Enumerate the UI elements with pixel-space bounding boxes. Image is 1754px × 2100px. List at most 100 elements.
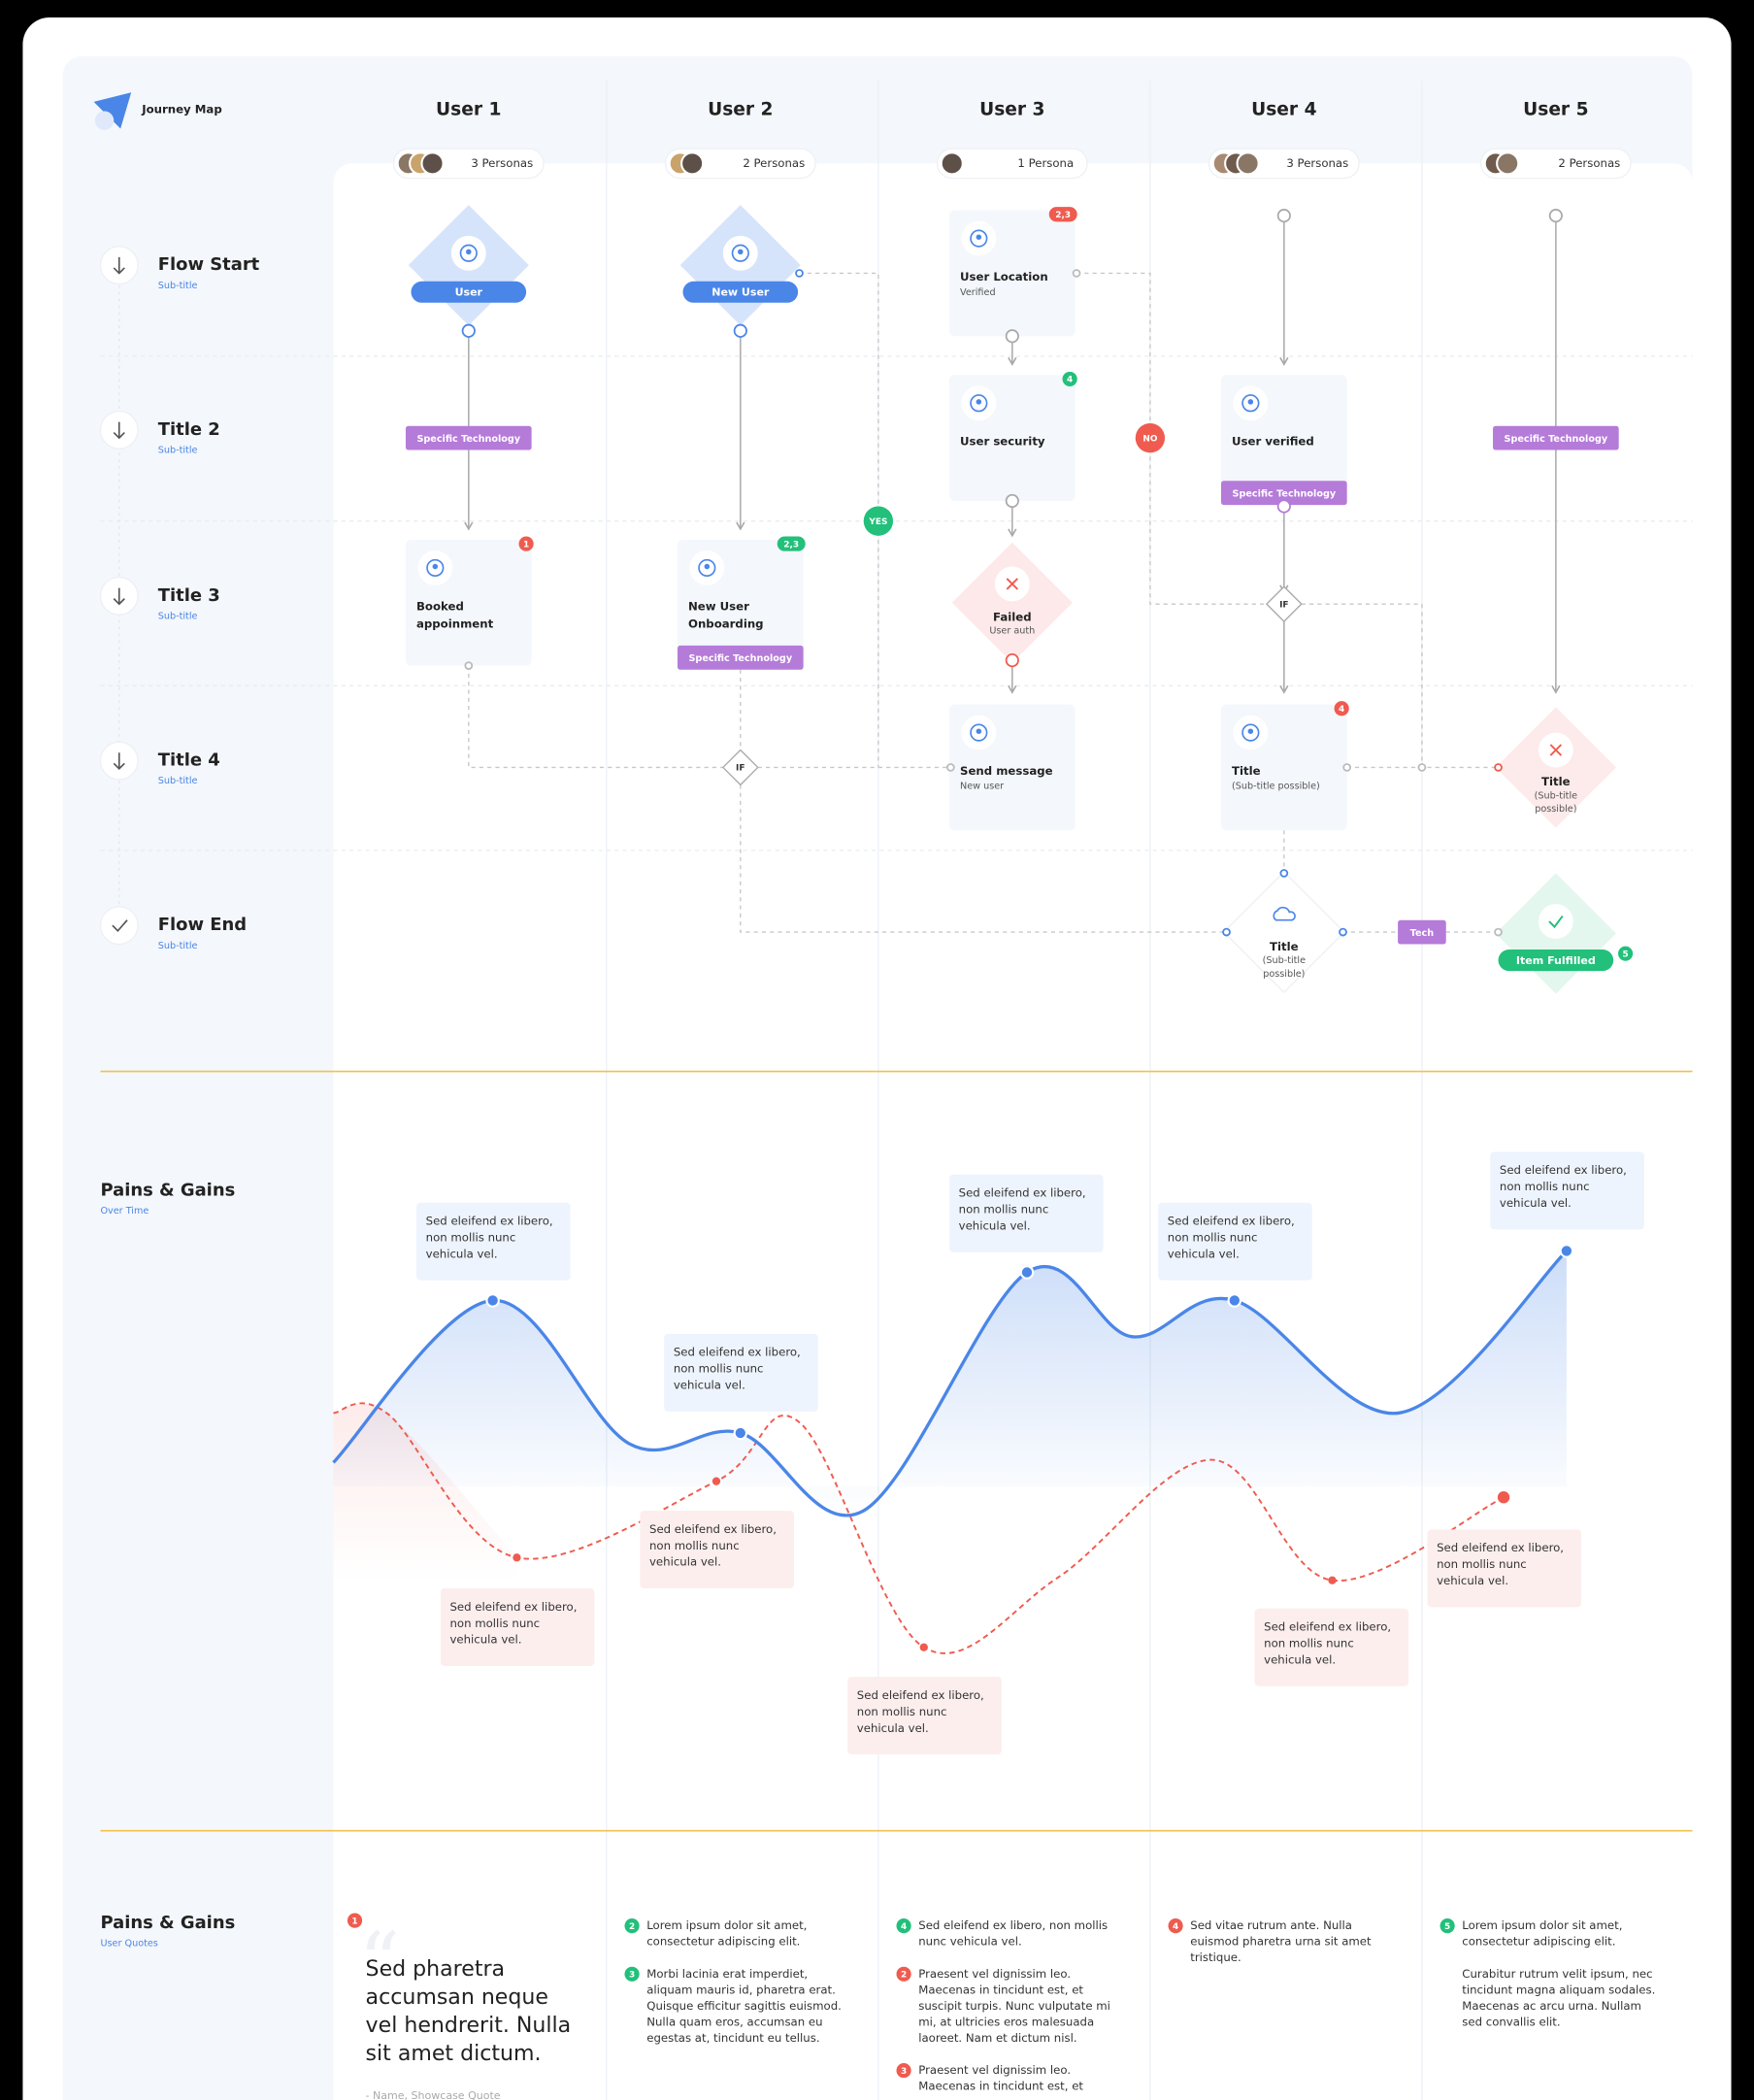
callout xyxy=(847,1677,1002,1755)
port xyxy=(1279,869,1289,878)
logo-text: Journey Map xyxy=(141,103,222,117)
quote-text: vel hendrerit. Nulla xyxy=(366,2014,572,2038)
canvas-fill xyxy=(333,187,374,2100)
row-title: Title 3 xyxy=(158,585,220,606)
row-subtitle: Sub-title xyxy=(158,446,198,456)
icon xyxy=(970,723,988,742)
persona-count: 1 Persona xyxy=(1017,156,1074,170)
callout-text: vehicula vel. xyxy=(857,1721,929,1735)
decision-label: IF xyxy=(1279,600,1288,610)
decision-label: IF xyxy=(736,764,745,774)
pain-point xyxy=(513,1553,521,1562)
node-sublabel: possible) xyxy=(1263,969,1305,980)
port xyxy=(1494,927,1503,937)
user-name: User 4 xyxy=(1251,100,1316,120)
quote-item-text: Lorem ipsum dolor sit amet, xyxy=(1462,1918,1622,1932)
callout-text: Sed eleifend ex libero, xyxy=(674,1346,801,1359)
pain-point xyxy=(919,1643,928,1651)
quote-item-text: Quisque efficitur sagittis euismod. xyxy=(646,1999,842,2013)
row-check xyxy=(112,919,128,932)
node-label: User xyxy=(455,285,483,298)
pain-point xyxy=(1497,1491,1510,1504)
callout-text: non mollis nunc xyxy=(1264,1636,1354,1650)
node-label: User security xyxy=(960,435,1045,449)
tag xyxy=(1398,919,1446,945)
node-pill xyxy=(682,281,799,303)
tag xyxy=(1493,425,1619,450)
badge-text: 2 xyxy=(901,1970,907,1980)
port xyxy=(1276,209,1291,223)
quote-item-text: mi, at ultricies eros malesuada xyxy=(918,2015,1094,2028)
quote-mark: “ xyxy=(359,1915,400,2009)
node-label: Onboarding xyxy=(688,617,764,630)
callout xyxy=(1427,1529,1582,1608)
logo-ball xyxy=(94,111,115,130)
badge xyxy=(1062,371,1077,387)
badge xyxy=(1617,946,1634,961)
port xyxy=(1005,652,1019,668)
icon-dot xyxy=(466,249,472,255)
row-subtitle: Sub-title xyxy=(158,941,198,951)
callout-text: non mollis nunc xyxy=(1168,1231,1258,1245)
quote-text: Sed pharetra xyxy=(366,1957,506,1982)
quote-item-text: Maecenas in tincidunt est, et xyxy=(918,1983,1083,1996)
row-subtitle: Sub-title xyxy=(158,612,198,622)
callout-text: Sed eleifend ex libero, xyxy=(1264,1620,1391,1634)
node-label: appoinment xyxy=(416,617,494,630)
persona-count: 3 Personas xyxy=(471,156,533,170)
persona-pill xyxy=(936,148,1088,180)
quote-item-text: nunc vehicula vel. xyxy=(918,1935,1021,1949)
gain-point xyxy=(485,1293,500,1308)
callout-text: vehicula vel. xyxy=(1437,1574,1508,1587)
tag xyxy=(405,425,532,450)
item-badge xyxy=(896,2063,911,2079)
user-name: User 1 xyxy=(436,100,501,120)
avatar xyxy=(940,151,964,176)
node-pill xyxy=(1498,950,1614,972)
node-label: User Location xyxy=(960,270,1048,283)
node-label: New User xyxy=(688,599,749,613)
node-sublabel: (Sub-title possible) xyxy=(1232,782,1320,792)
row-icon xyxy=(99,906,139,946)
icon-dot xyxy=(704,563,711,570)
callout-text: Sed eleifend ex libero, xyxy=(449,1600,577,1614)
icon xyxy=(426,558,445,578)
row-subtitle: Sub-title xyxy=(158,776,198,786)
quote-item-text: Praesent vel dignissim leo. xyxy=(918,1967,1071,1981)
badge xyxy=(777,536,806,551)
user-name: User 3 xyxy=(979,100,1044,120)
icon-bg xyxy=(1538,904,1573,940)
callout xyxy=(415,1202,571,1281)
node-label: Title xyxy=(1270,940,1299,953)
icon xyxy=(731,244,749,262)
callout xyxy=(1158,1202,1312,1281)
pain-curve xyxy=(333,1402,1505,1654)
quote-item-text: consectetur adipiscing elit. xyxy=(1462,1935,1615,1949)
node-label: Booked xyxy=(416,599,464,613)
section-subtitle: User Quotes xyxy=(100,1939,157,1950)
quote-item-text: Maecenas ac arcu urna. Nullam xyxy=(1462,1999,1641,2013)
callout-text: Sed eleifend ex libero, xyxy=(649,1522,777,1536)
quote-item-text: tristique. xyxy=(1190,1950,1241,1964)
item-badge xyxy=(1440,1918,1455,1934)
diamond xyxy=(722,749,759,786)
quote-item-text: Curabitur rutrum velit ipsum, nec xyxy=(1462,1967,1652,1981)
node-label: Send message xyxy=(960,764,1053,778)
icon xyxy=(1241,723,1260,742)
port xyxy=(1276,499,1291,514)
badge-text: 2,3 xyxy=(783,540,799,550)
port xyxy=(1494,763,1503,772)
callout-text: non mollis nunc xyxy=(449,1617,540,1630)
connector xyxy=(468,665,723,769)
port xyxy=(1548,209,1563,223)
tag xyxy=(1221,481,1347,506)
avatar xyxy=(680,151,705,176)
icon-bg xyxy=(1266,897,1302,933)
quote-item-text: Sed eleifend ex libero, non mollis xyxy=(918,1918,1108,1932)
node-sublabel: New user xyxy=(960,782,1004,792)
branch-no xyxy=(1135,422,1166,453)
quote-item-text: tincidunt magna aliquam sodales. xyxy=(1462,1983,1655,1996)
callout xyxy=(440,1588,595,1667)
icon xyxy=(1273,906,1296,921)
quote-text: accumsan neque xyxy=(366,1985,548,2010)
